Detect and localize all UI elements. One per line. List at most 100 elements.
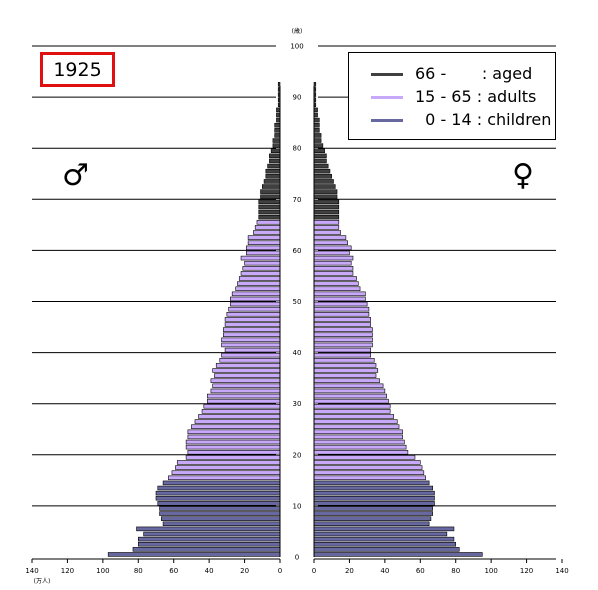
bar-male (258, 199, 281, 205)
bar-female (313, 301, 368, 307)
bar-male (219, 358, 281, 363)
bar-male (175, 465, 281, 470)
age-tick-label: 20 (293, 451, 302, 459)
bar-male (231, 291, 281, 297)
x-tick-label-male: 0 (278, 567, 282, 575)
bar-male (258, 214, 281, 220)
male-symbol: ♂ (62, 158, 89, 193)
x-tick-label-male: 60 (169, 567, 178, 575)
bar-male (159, 506, 281, 511)
age-axis-labels: 0 10 20 30 40 50 60 70 80 90 100 (290, 43, 303, 562)
bar-male (221, 342, 281, 348)
bar-male (247, 240, 281, 245)
x-tick-label-male: 140 (25, 567, 38, 575)
bar-female (313, 363, 377, 368)
bar-female (313, 199, 340, 205)
x-tick-label-female: 60 (416, 567, 425, 575)
age-tick-label: 50 (293, 298, 302, 306)
bar-male (143, 531, 281, 537)
bar-male (272, 143, 281, 148)
axes: 140 120 100 80 60 40 20 0 0 20 40 60 80 100 120 140 (25, 86, 569, 575)
bar-male (207, 393, 281, 399)
bar-male (269, 153, 281, 159)
bar-female (313, 378, 380, 383)
bar-female (313, 531, 448, 537)
bar-female (313, 414, 395, 419)
bar-male (235, 286, 281, 291)
bar-male (246, 245, 281, 251)
x-tick-label-male: 40 (205, 567, 214, 575)
bar-female (313, 541, 457, 547)
bar-female (313, 521, 430, 527)
bar-male (276, 117, 281, 123)
bar-female (313, 214, 340, 220)
bar-female (313, 439, 405, 445)
bar-male (224, 322, 281, 327)
female-bars (313, 82, 483, 557)
bar-male (230, 301, 281, 307)
bar-female (313, 112, 318, 118)
bar-male (238, 276, 281, 281)
bar-male (274, 133, 281, 138)
bar-female (313, 449, 409, 455)
bar-female (313, 352, 371, 358)
bar-male (157, 501, 281, 506)
bar-female (313, 271, 354, 276)
bar-male (267, 163, 281, 169)
bar-female (313, 317, 371, 322)
bar-female (313, 179, 334, 184)
bar-male (159, 511, 281, 516)
legend-item-aged: 66 - : aged (349, 63, 555, 85)
bar-female (313, 194, 338, 199)
bar-female (313, 383, 384, 389)
bar-male (198, 414, 281, 419)
bar-female (313, 143, 324, 148)
x-tick-label-female: 120 (520, 567, 533, 575)
bar-male (223, 327, 281, 332)
bar-male (256, 220, 281, 225)
bar-female (313, 158, 327, 164)
bar-male (137, 541, 281, 547)
bar-male (224, 347, 281, 353)
bar-female (313, 337, 373, 343)
bar-female (313, 373, 377, 378)
bar-female (313, 358, 375, 363)
bar-female (313, 281, 359, 286)
bar-male (254, 225, 281, 230)
bar-female (313, 388, 386, 394)
bar-male (185, 439, 281, 445)
bar-male (272, 138, 281, 143)
bar-female (313, 485, 433, 491)
bar-male (230, 296, 281, 302)
bar-male (244, 260, 281, 266)
bar-male (212, 368, 281, 373)
bar-female (313, 189, 338, 194)
legend-label-adults: 15 - 65 : adults (415, 87, 537, 106)
bar-female (313, 240, 348, 245)
bar-female (313, 204, 340, 210)
bar-female (313, 536, 455, 542)
legend-label-aged: 66 - : aged (415, 64, 533, 83)
bar-female (313, 480, 430, 486)
bar-male (210, 378, 281, 383)
bar-female (313, 403, 391, 409)
bar-female (313, 117, 320, 123)
bar-male (212, 383, 281, 389)
bar-female (313, 168, 331, 174)
bar-male (155, 495, 281, 501)
x-tick-label-male: 100 (96, 567, 109, 575)
age-tick-label: 100 (290, 43, 303, 51)
bar-female (313, 434, 403, 440)
bar-female (313, 148, 325, 154)
legend-swatch-aged (371, 73, 403, 76)
bar-male (260, 194, 281, 199)
bar-female (313, 409, 391, 414)
bar-male (258, 209, 281, 215)
bar-male (157, 485, 281, 491)
bar-female (313, 286, 361, 291)
bar-female (313, 516, 432, 521)
bar-female (313, 255, 354, 261)
x-tick-label-female: 140 (555, 567, 568, 575)
bar-female (313, 455, 416, 460)
